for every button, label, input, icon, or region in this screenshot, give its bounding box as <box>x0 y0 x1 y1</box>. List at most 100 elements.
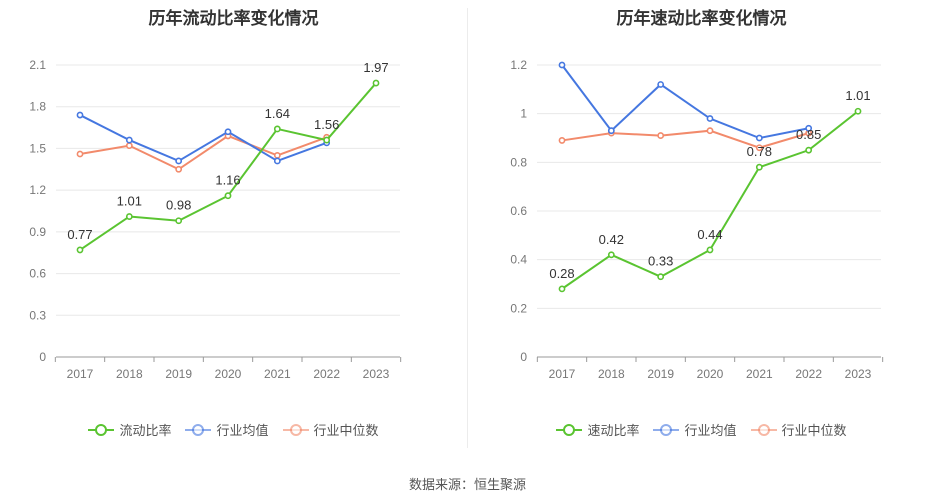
legend-item[interactable]: 流动比率 <box>88 420 171 439</box>
legend-item[interactable]: 行业中位数 <box>282 420 379 439</box>
data-label: 0.28 <box>549 266 574 281</box>
y-tick-label: 0 <box>39 350 46 364</box>
data-label: 1.01 <box>845 88 870 103</box>
data-point <box>755 163 763 171</box>
data-label: 0.44 <box>697 227 722 242</box>
data-point <box>805 146 813 154</box>
legend-label: 速动比率 <box>587 423 640 438</box>
data-point <box>76 150 84 158</box>
data-point <box>558 61 566 69</box>
data-point <box>323 136 331 144</box>
legend-label: 行业中位数 <box>313 423 379 438</box>
data-point <box>706 127 714 135</box>
y-tick-label: 1 <box>520 107 527 121</box>
data-point <box>657 273 665 281</box>
data-point <box>76 246 84 254</box>
x-tick-label: 2017 <box>549 367 576 381</box>
current-ratio-chart: 0 0.3 0.6 0.9 1.2 1.5 1.8 2.1 2017 2018 2019 2020 20… <box>29 58 402 381</box>
series-line-0 <box>79 82 377 251</box>
current-ratio-chart-title: 历年流动比率变化情况 <box>148 9 319 28</box>
legend-item[interactable]: 行业均值 <box>653 420 737 439</box>
quick-ratio-panel: 历年速动比率变化情况 0 0.2 0.4 0.6 0.8 1 1.2 2017 2018 2019… <box>468 0 935 470</box>
y-tick-label: 1.2 <box>29 183 46 197</box>
series-line-2 <box>561 129 809 149</box>
data-label: 0.85 <box>796 127 821 142</box>
y-tick-label: 2.1 <box>29 58 46 72</box>
data-source-note: 数据来源：恒生聚源 <box>408 477 526 492</box>
legend-line-marker-icon <box>653 423 680 436</box>
data-point <box>125 142 133 150</box>
data-point <box>657 132 665 139</box>
data-point <box>607 251 615 259</box>
current-ratio-legend: 流动比率 行业均值 行业中位数 <box>0 420 467 439</box>
series-line-1 <box>561 64 809 140</box>
y-tick-label: 1.8 <box>29 100 46 114</box>
panel-divider <box>467 8 468 448</box>
x-tick-label: 2023 <box>845 367 872 381</box>
data-point <box>372 79 380 87</box>
series-line-2 <box>79 134 328 171</box>
data-label: 1.64 <box>265 106 290 121</box>
y-tick-label: 0.3 <box>29 308 46 322</box>
legend-item[interactable]: 行业中位数 <box>750 420 847 439</box>
data-label: 0.33 <box>648 254 673 269</box>
data-point <box>76 111 84 119</box>
legend-item[interactable]: 速动比率 <box>556 420 639 439</box>
legend-line-marker-icon <box>88 423 115 436</box>
x-tick-label: 2020 <box>697 367 724 381</box>
legend-label: 行业均值 <box>216 423 269 438</box>
x-tick-label: 2018 <box>116 367 143 381</box>
legend-line-marker-icon <box>282 423 309 436</box>
legend-label: 行业中位数 <box>781 423 847 438</box>
data-label: 1.56 <box>314 117 339 132</box>
data-point <box>805 124 813 132</box>
legend-label: 流动比率 <box>119 423 172 438</box>
x-tick-label: 2022 <box>795 367 822 381</box>
legend-line-marker-icon <box>185 423 212 436</box>
quick-ratio-chart-title: 历年速动比率变化情况 <box>616 9 787 28</box>
data-label: 1.01 <box>117 194 142 209</box>
legend-item[interactable]: 行业均值 <box>185 420 269 439</box>
data-point <box>854 107 862 115</box>
x-tick-label: 2022 <box>313 367 340 381</box>
data-label: 0.42 <box>599 232 624 247</box>
x-tick-label: 2019 <box>647 367 674 381</box>
y-tick-label: 0.4 <box>510 253 527 267</box>
x-tick-label: 2019 <box>165 367 192 381</box>
y-tick-label: 0.9 <box>29 225 46 239</box>
data-point <box>706 115 714 122</box>
data-point <box>175 157 183 165</box>
quick-ratio-legend: 速动比率 行业均值 行业中位数 <box>468 420 935 439</box>
x-tick-label: 2021 <box>746 367 773 381</box>
quick-ratio-chart: 0 0.2 0.4 0.6 0.8 1 1.2 2017 2018 2019 2020 2021 202… <box>510 58 884 381</box>
y-tick-label: 0.6 <box>510 204 527 218</box>
data-point <box>224 128 232 136</box>
data-label: 1.97 <box>363 60 388 75</box>
legend-label: 行业均值 <box>684 423 737 438</box>
data-point <box>273 157 281 165</box>
data-point <box>607 127 615 135</box>
series-line-1 <box>79 114 328 163</box>
y-tick-label: 0.8 <box>510 155 527 169</box>
x-tick-label: 2018 <box>598 367 625 381</box>
y-tick-label: 0 <box>520 350 527 364</box>
data-point <box>125 136 133 144</box>
data-point <box>175 217 183 225</box>
data-point <box>657 81 665 88</box>
y-tick-label: 0.2 <box>510 301 527 315</box>
current-ratio-panel: 历年流动比率变化情况 0 0.3 0.6 0.9 1.2 1.5 1.8 2.1 2017 201… <box>0 0 467 470</box>
data-label: 1.16 <box>215 173 240 188</box>
data-point <box>273 151 281 159</box>
y-tick-label: 1.5 <box>29 141 46 155</box>
data-label: 0.98 <box>166 198 191 213</box>
data-label: 0.77 <box>67 227 92 242</box>
x-tick-label: 2021 <box>264 367 291 381</box>
data-label: 0.78 <box>747 144 772 159</box>
data-point <box>706 246 714 254</box>
x-tick-label: 2017 <box>67 367 94 381</box>
y-tick-label: 0.6 <box>29 267 46 281</box>
legend-line-marker-icon <box>750 423 777 436</box>
data-point <box>755 144 763 152</box>
x-tick-label: 2023 <box>363 367 390 381</box>
data-point <box>224 192 232 200</box>
